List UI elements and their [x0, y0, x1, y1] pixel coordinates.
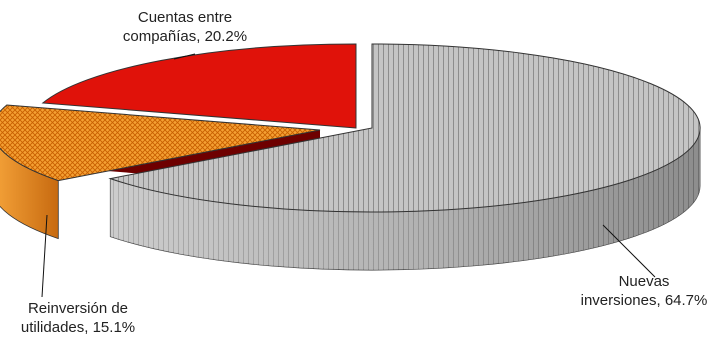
- label-reinversion-de-utilidades-line: utilidades, 15.1%: [21, 319, 135, 336]
- slice-nuevas-inversiones-top: [108, 43, 701, 213]
- leader-line: [602, 224, 656, 278]
- label-reinversion-de-utilidades-line: Reinversión de: [28, 300, 128, 317]
- label-nuevas-inversiones-line: Nuevas: [619, 273, 670, 290]
- label-cuentas-entre-companias-line: Cuentas entre: [138, 9, 232, 26]
- label-nuevas-inversiones-line: inversiones, 64.7%: [581, 292, 708, 309]
- slices-layer: [0, 43, 701, 271]
- slice-reinversion-de-utilidades-top: [0, 104, 321, 182]
- labels-layer: Nuevas inversiones, 64.7% Reinversión de ut…: [21, 9, 708, 336]
- label-cuentas-entre-companias-line: compañías, 20.2%: [123, 28, 247, 45]
- label-reinversion-de-utilidades: Reinversión de utilidades, 15.1%: [21, 300, 135, 336]
- slice-nuevas-inversiones: [108, 43, 701, 271]
- leader-line: [173, 53, 196, 60]
- label-cuentas-entre-companias: Cuentas entre compañías, 20.2%: [123, 9, 247, 45]
- slice-cuentas-entre-companias: [41, 43, 357, 129]
- slice-cuentas-entre-companias-top: [41, 43, 357, 129]
- slice-nuevas-inversiones-side-texture: [110, 128, 701, 270]
- label-nuevas-inversiones: Nuevas inversiones, 64.7%: [581, 273, 708, 309]
- leader-line: [41, 214, 48, 298]
